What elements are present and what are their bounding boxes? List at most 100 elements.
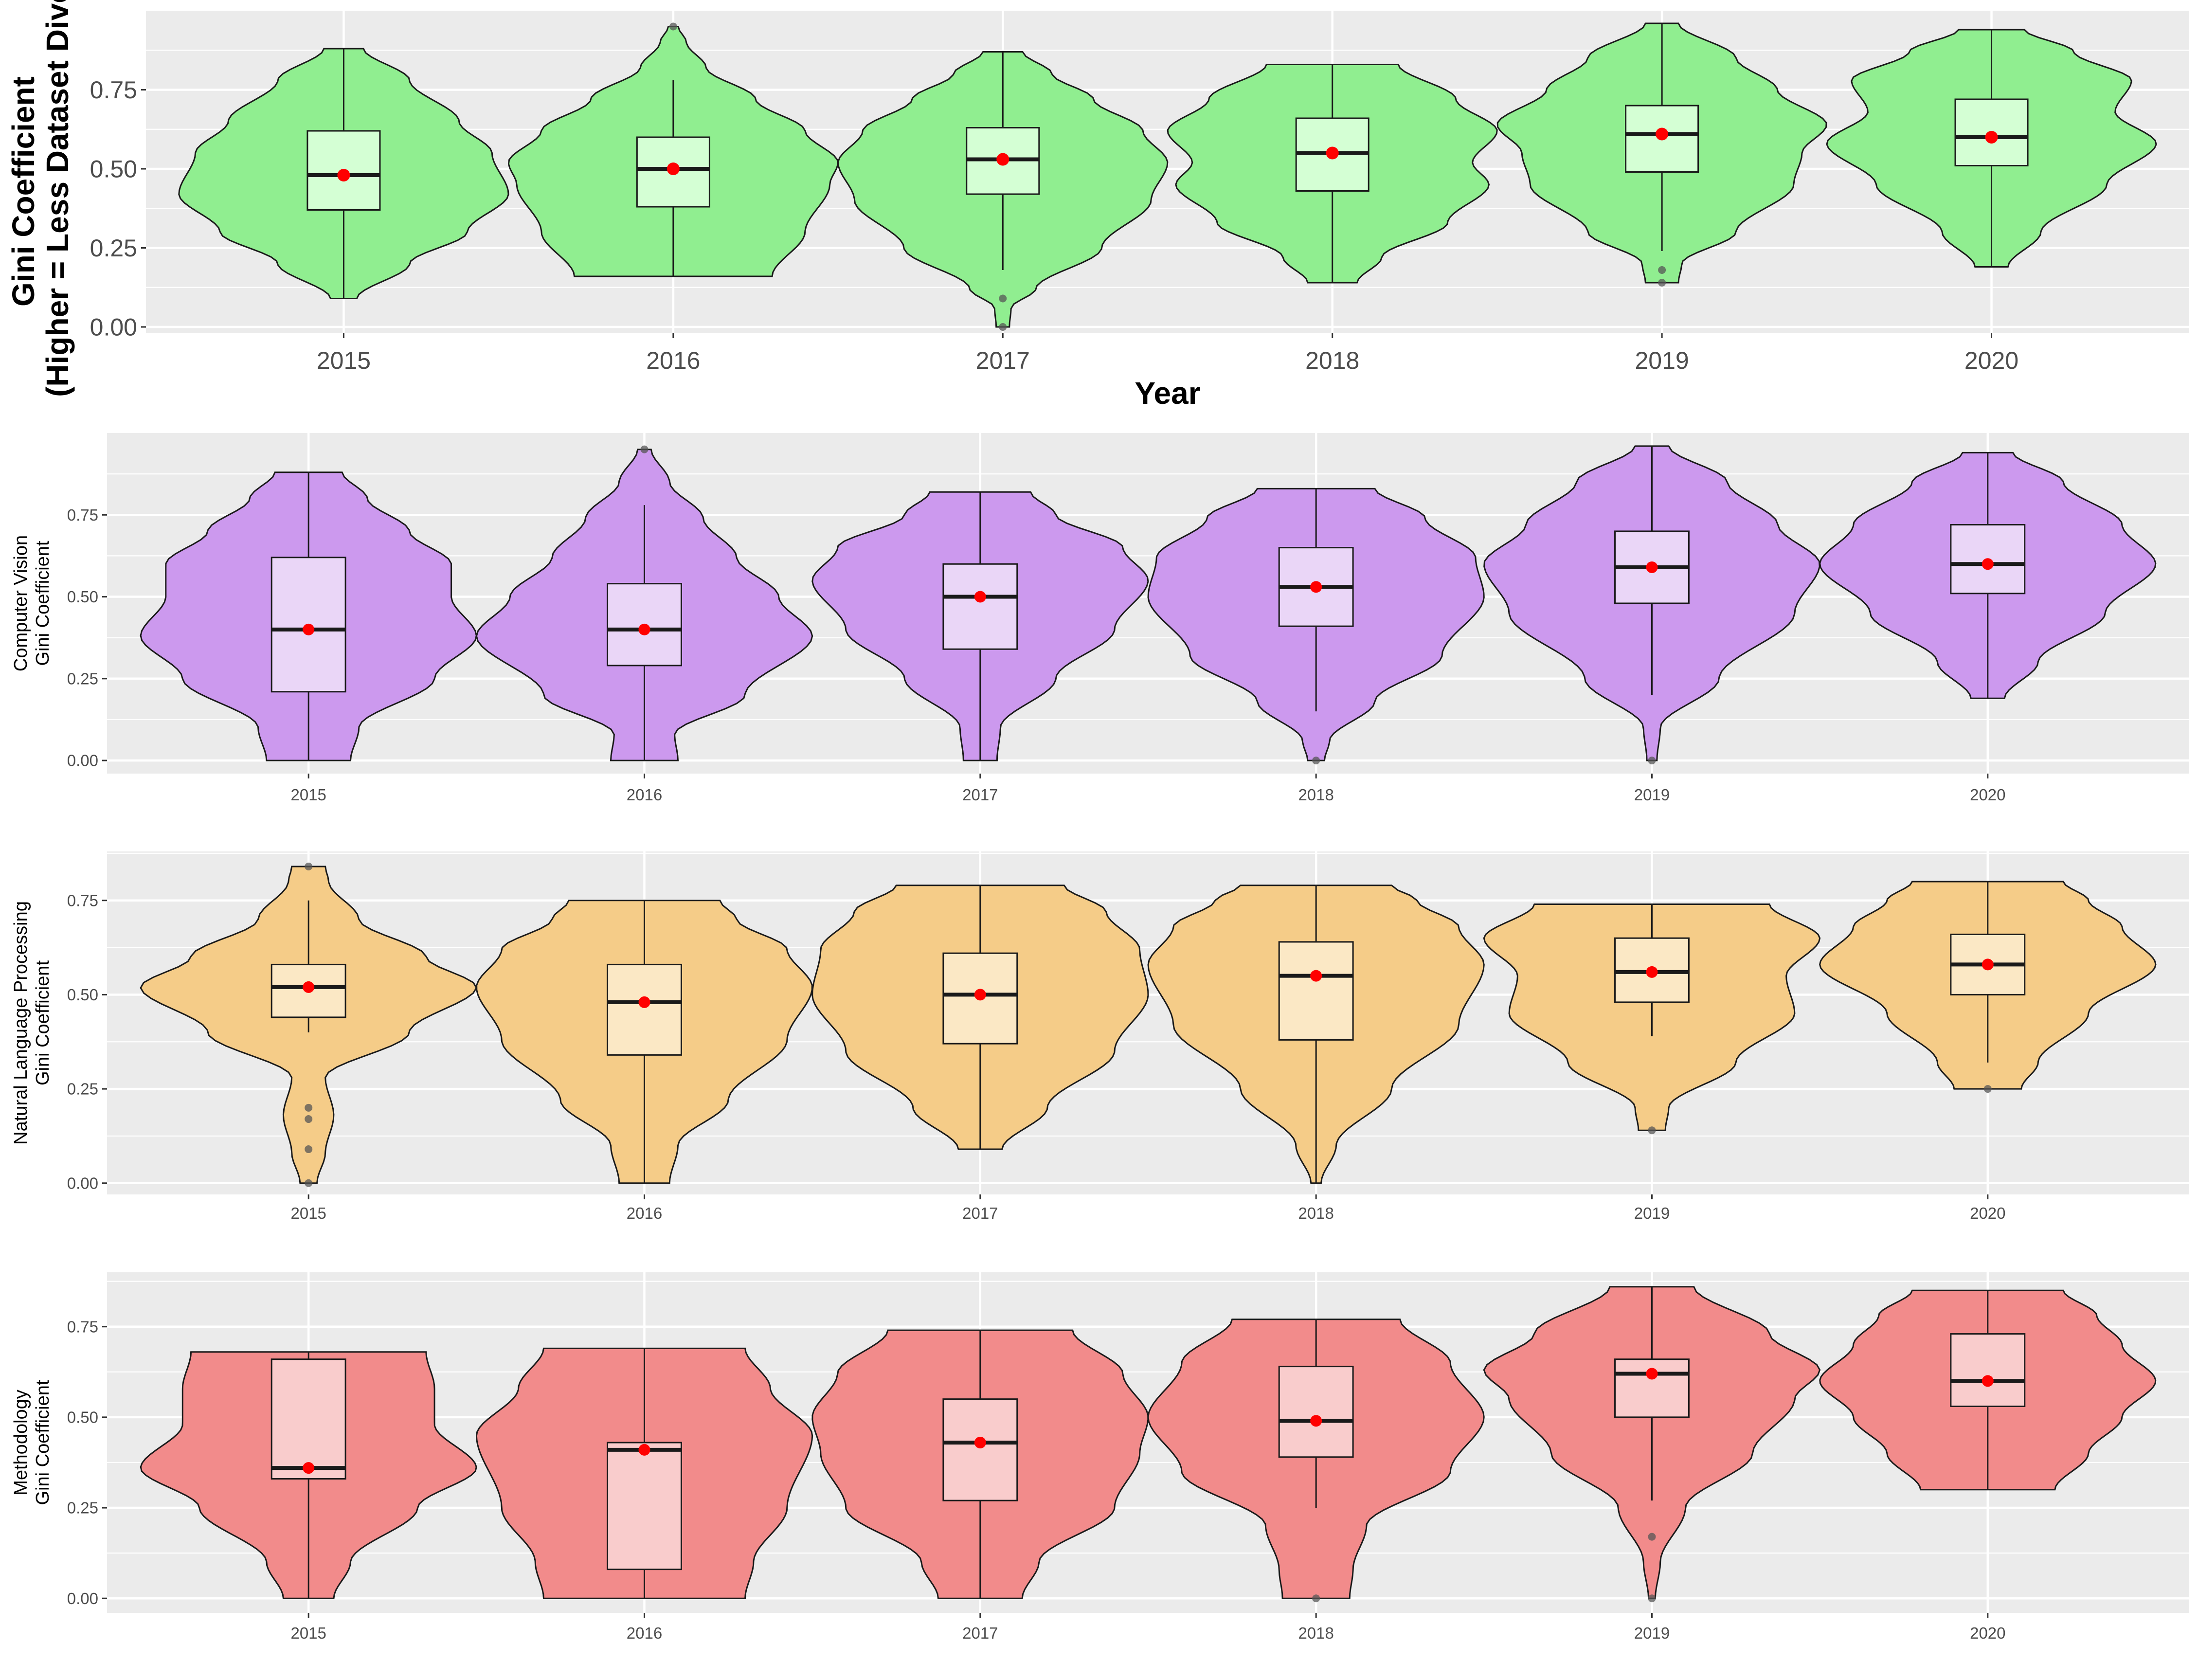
x-tick-label: 2015 [290,1624,326,1642]
violin-group-2019 [1483,903,1821,1135]
box-iqr [942,563,1018,650]
mean-point [667,163,680,175]
y-tick-label: 0.75 [90,76,137,104]
y-axis-title-line2: (Higher = Less Dataset Dive [40,0,75,397]
y-tick-label: 0.50 [67,588,98,606]
violin-group-2015 [140,471,477,761]
y-tick-label: 0.75 [67,1318,98,1336]
box-iqr [270,1358,346,1480]
violin-group-2015 [140,1351,477,1599]
y-axis-title-line1: Gini Coefficient [6,76,41,307]
y-tick-label: 0.00 [67,1174,98,1192]
mean-point [974,1437,986,1448]
x-tick-label: 2016 [627,1204,662,1222]
box-iqr [942,1398,1018,1501]
mean-point [303,1462,315,1474]
mean-point [303,981,315,993]
violin-group-2020 [1826,29,2157,268]
mean-point [638,996,650,1008]
outlier-point [1648,1594,1656,1603]
mean-point [1985,131,1998,144]
violin-group-2016 [507,22,839,277]
box-iqr [607,1442,682,1571]
violin-group-2017 [837,51,1169,331]
panel-4: 0.00 0.25 0.50 0.75 2015 2016 2017 2018 2019 2020… [11,1272,2189,1642]
outlier-point [1312,757,1320,765]
y-tick-label: 0.50 [67,986,98,1004]
y-tick-label: 0.25 [67,1499,98,1517]
mean-point [1646,561,1658,573]
x-tick-label: 2018 [1298,1624,1333,1642]
mean-point [638,1444,650,1456]
outlier-point [1648,757,1656,765]
mean-point [1310,970,1322,982]
violin-group-2020 [1819,1289,2157,1491]
y-axis-title-line1: Methodology [11,1390,31,1496]
outlier-point [305,862,313,870]
panel-3: 0.00 0.25 0.50 0.75 2015 2016 2017 2018 2019 2020… [11,851,2189,1222]
panel-background [107,851,2189,1194]
violin-group-2015 [178,48,509,299]
box-iqr [1278,941,1354,1041]
mean-point [1310,581,1322,593]
mean-point [337,169,350,181]
x-tick-label: 2019 [1634,1624,1670,1642]
y-tick-label: 0.50 [67,1408,98,1426]
x-tick-label: 2020 [1970,1624,2005,1642]
outlier-point [1312,1594,1320,1603]
x-tick-label: 2016 [627,786,662,804]
outlier-point [305,1115,313,1123]
y-axis-title-line1: Natural Language Processing [11,901,31,1145]
violin-group-2015 [140,862,477,1187]
outlier-point [1648,1126,1656,1135]
x-tick-label: 2020 [1970,1204,2005,1222]
mean-point [1310,1415,1322,1427]
y-axis-title-line2: Gini Coefficient [33,1380,53,1505]
mean-point [974,591,986,603]
outlier-point [305,1145,313,1154]
violin-group-2019 [1483,445,1820,765]
mean-point [996,153,1009,166]
y-tick-label: 0.25 [90,235,137,262]
y-axis-title-line2: Gini Coefficient [33,960,53,1085]
y-tick-label: 0.25 [67,669,98,687]
x-tick-label: 2015 [290,786,326,804]
x-tick-label: 2019 [1634,786,1670,804]
box-iqr [1950,1333,2026,1408]
panel-background [107,1272,2189,1613]
y-tick-label: 0.75 [67,891,98,909]
violin-group-2019 [1496,22,1827,287]
outlier-point [1648,1533,1656,1541]
x-tick-label: 2018 [1298,786,1333,804]
y-tick-label: 0.75 [67,506,98,524]
violin-group-2016 [475,1347,813,1599]
mean-point [1646,1368,1658,1380]
x-tick-label: 2016 [627,1624,662,1642]
violin-group-2018 [1147,488,1485,765]
y-tick-label: 0.25 [67,1080,98,1098]
violin-group-2018 [1147,1319,1485,1603]
outlier-point [999,323,1007,331]
violin-group-2016 [476,900,813,1184]
outlier-point [1983,1085,1992,1093]
y-tick-label: 0.50 [90,156,137,183]
mean-point [974,989,986,1001]
mean-point [1982,1375,1994,1387]
violin-group-2017 [811,1329,1149,1599]
x-axis-title: Year [1135,376,1200,411]
outlier-point [1658,279,1666,287]
outlier-point [305,1179,313,1187]
x-tick-label: 2017 [976,347,1030,374]
panel-1: 0.00 0.25 0.50 0.75 2015 2016 2017 2018 2019 2020… [6,0,2189,411]
box-iqr [1278,1366,1354,1458]
y-tick-label: 0.00 [67,752,98,770]
y-axis-title-line1: Computer Vision [11,535,31,671]
outlier-point [999,294,1007,303]
x-tick-label: 2015 [317,347,371,374]
outlier-point [305,1103,313,1112]
mean-point [1982,958,1994,971]
x-tick-label: 2020 [1964,347,2018,374]
box-iqr [1614,1358,1690,1418]
violin-group-2017 [811,491,1149,761]
